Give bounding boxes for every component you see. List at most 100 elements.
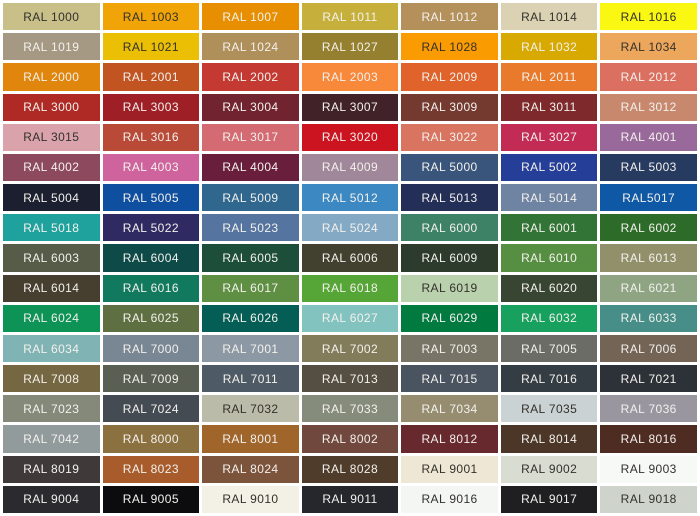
ral-swatch-6018: RAL 6018	[301, 274, 399, 302]
ral-swatch-6021: RAL 6021	[600, 274, 697, 302]
ral-swatch-label: RAL 1007	[222, 9, 279, 24]
ral-swatch-4002: RAL 4002	[3, 153, 100, 182]
ral-swatch-5017: RAL5017	[600, 184, 697, 212]
ral-swatch-label: RAL 1021	[122, 39, 179, 54]
ral-swatch-label: RAL 6027	[321, 311, 379, 326]
ral-swatch-9017: RAL 9017	[500, 485, 598, 513]
ral-swatch-label: RAL 2011	[521, 69, 577, 84]
ral-swatch-label: RAL 7003	[421, 341, 478, 356]
ral-swatch-label: RAL 5012	[321, 190, 379, 205]
ral-swatch-label: RAL 6026	[222, 311, 279, 326]
ral-swatch-label: RAL 7021	[620, 371, 677, 386]
ral-swatch-6026: RAL 6026	[202, 304, 299, 332]
ral-swatch-3011: RAL 3011	[500, 93, 598, 121]
ral-swatch-label: RAL 5009	[222, 190, 279, 205]
ral-swatch-6009: RAL 6009	[401, 244, 498, 272]
ral-swatch-label: RAL 7035	[521, 401, 578, 416]
ral-swatch-7035: RAL 7035	[500, 395, 598, 423]
ral-swatch-1032: RAL 1032	[500, 33, 598, 61]
ral-swatch-1012: RAL 1012	[401, 3, 498, 31]
ral-swatch-label: RAL 7009	[122, 371, 179, 386]
ral-swatch-label: RAL 6024	[23, 311, 80, 326]
ral-swatch-2003: RAL 2003	[301, 63, 399, 91]
ral-swatch-label: RAL 7015	[421, 371, 478, 386]
ral-swatch-label: RAL 5002	[521, 160, 578, 175]
ral-swatch-label: RAL 6004	[122, 250, 179, 265]
ral-swatch-6025: RAL 6025	[102, 304, 200, 332]
ral-swatch-label: RAL 1034	[620, 39, 677, 54]
ral-swatch-6034: RAL 6034	[3, 334, 100, 363]
ral-swatch-7002: RAL 7002	[301, 334, 399, 363]
ral-swatch-label: RAL 6014	[23, 281, 80, 296]
ral-swatch-label: RAL 1016	[620, 9, 677, 24]
ral-swatch-8028: RAL 8028	[301, 455, 399, 483]
ral-swatch-5022: RAL 5022	[102, 214, 200, 242]
ral-swatch-1021: RAL 1021	[102, 33, 200, 61]
ral-swatch-label: RAL 9004	[23, 492, 80, 507]
ral-swatch-label: RAL 7013	[321, 371, 379, 386]
ral-swatch-label: RAL 5003	[620, 160, 677, 175]
ral-swatch-6010: RAL 6010	[500, 244, 598, 272]
ral-swatch-label: RAL 7023	[23, 401, 80, 416]
ral-swatch-label: RAL 8028	[321, 462, 379, 477]
ral-swatch-4003: RAL 4003	[102, 153, 200, 182]
ral-swatch-9005: RAL 9005	[102, 485, 200, 513]
ral-swatch-label: RAL 1024	[222, 39, 279, 54]
ral-swatch-label: RAL 2002	[222, 69, 279, 84]
ral-swatch-7021: RAL 7021	[600, 365, 697, 393]
ral-swatch-3003: RAL 3003	[102, 93, 200, 121]
ral-swatch-6020: RAL 6020	[500, 274, 598, 302]
ral-swatch-label: RAL 6021	[620, 281, 677, 296]
ral-swatch-label: RAL 9001	[421, 462, 478, 477]
ral-swatch-label: RAL 9010	[222, 492, 279, 507]
ral-swatch-7016: RAL 7016	[500, 365, 598, 393]
ral-swatch-1019: RAL 1019	[3, 33, 100, 61]
ral-swatch-label: RAL 9017	[521, 492, 578, 507]
ral-swatch-6013: RAL 6013	[600, 244, 697, 272]
ral-swatch-1007: RAL 1007	[202, 3, 299, 31]
ral-swatch-8019: RAL 8019	[3, 455, 100, 483]
ral-swatch-label: RAL 1000	[23, 9, 80, 24]
ral-swatch-2000: RAL 2000	[3, 63, 100, 91]
ral-swatch-label: RAL 4002	[23, 160, 80, 175]
ral-swatch-7023: RAL 7023	[3, 395, 100, 423]
ral-swatch-1014: RAL 1014	[500, 3, 598, 31]
ral-swatch-label: RAL 8024	[222, 462, 279, 477]
ral-swatch-label: RAL 1032	[521, 39, 578, 54]
ral-swatch-label: RAL 7016	[521, 371, 578, 386]
ral-swatch-label: RAL 2009	[421, 69, 478, 84]
ral-swatch-label: RAL 4001	[620, 130, 677, 145]
ral-swatch-3007: RAL 3007	[301, 93, 399, 121]
ral-swatch-8002: RAL 8002	[301, 425, 399, 453]
ral-swatch-label: RAL 7006	[620, 341, 677, 356]
ral-swatch-7005: RAL 7005	[500, 334, 598, 363]
ral-swatch-label: RAL 8001	[222, 432, 279, 447]
ral-swatch-6029: RAL 6029	[401, 304, 498, 332]
ral-swatch-8023: RAL 8023	[102, 455, 200, 483]
ral-swatch-label: RAL 3000	[23, 100, 80, 115]
ral-swatch-label: RAL 7024	[122, 401, 179, 416]
ral-swatch-3020: RAL 3020	[301, 123, 399, 151]
ral-swatch-2002: RAL 2002	[202, 63, 299, 91]
ral-swatch-label: RAL 8000	[122, 432, 179, 447]
ral-swatch-label: RAL 5018	[23, 220, 80, 235]
ral-swatch-label: RAL 6017	[222, 281, 279, 296]
ral-swatch-label: RAL 5000	[421, 160, 478, 175]
ral-swatch-label: RAL 8014	[521, 432, 578, 447]
ral-swatch-1003: RAL 1003	[102, 3, 200, 31]
ral-swatch-label: RAL 7033	[321, 401, 379, 416]
ral-swatch-6006: RAL 6006	[301, 244, 399, 272]
ral-swatch-label: RAL 6029	[421, 311, 478, 326]
ral-swatch-label: RAL 2001	[122, 69, 179, 84]
ral-swatch-label: RAL 3009	[421, 100, 478, 115]
ral-swatch-5005: RAL 5005	[102, 184, 200, 212]
ral-swatch-label: RAL 7000	[122, 341, 179, 356]
ral-swatch-label: RAL 9005	[122, 492, 179, 507]
ral-swatch-label: RAL 6006	[321, 250, 379, 265]
ral-swatch-label: RAL 2003	[321, 69, 379, 84]
ral-swatch-label: RAL 7002	[321, 341, 379, 356]
ral-swatch-7034: RAL 7034	[401, 395, 498, 423]
ral-swatch-label: RAL 7001	[222, 341, 279, 356]
ral-swatch-label: RAL 6013	[620, 250, 677, 265]
